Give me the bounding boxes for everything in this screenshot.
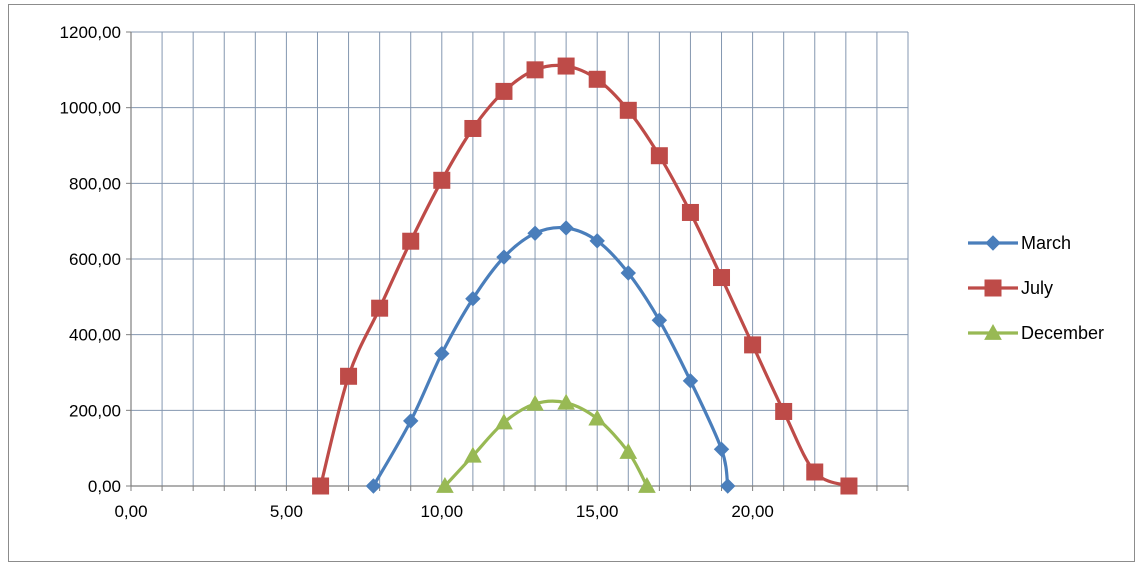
data-point-july: [650, 147, 668, 165]
data-point-july: [588, 70, 606, 88]
data-point-july: [806, 463, 824, 481]
y-tick-label: 200,00: [69, 401, 121, 420]
data-point-march: [496, 249, 512, 265]
data-point-march: [527, 225, 543, 241]
data-point-july: [371, 299, 389, 317]
data-point-march: [365, 478, 382, 494]
data-point-july: [840, 477, 858, 495]
series-line-july: [318, 63, 851, 488]
data-point-july: [557, 57, 575, 75]
data-point-march: [558, 220, 574, 236]
legend-item-december: December: [968, 323, 1104, 343]
legend-label-july: July: [1021, 278, 1053, 298]
data-point-july: [402, 232, 420, 250]
x-tick-label: 0,00: [114, 502, 147, 521]
x-tick-label: 5,00: [270, 502, 303, 521]
y-tick-label: 1000,00: [60, 99, 121, 118]
legend-item-july: July: [968, 278, 1053, 298]
data-point-july: [526, 61, 544, 79]
x-tick-label: 10,00: [421, 502, 464, 521]
legend-marker-july: [984, 279, 1002, 297]
data-point-december: [495, 413, 513, 430]
series-march: [365, 220, 736, 494]
x-tick-label: 20,00: [731, 502, 774, 521]
series-december: [436, 393, 656, 493]
data-point-july: [775, 402, 793, 420]
data-point-march: [720, 478, 736, 494]
data-point-july: [312, 477, 330, 495]
chart-frame: [8, 4, 1135, 562]
data-point-december: [619, 442, 638, 459]
series-line-march: [371, 225, 730, 488]
data-point-march: [403, 413, 419, 429]
data-point-july: [495, 82, 513, 100]
data-point-july: [619, 101, 637, 119]
data-point-march: [713, 441, 730, 458]
y-tick-label: 800,00: [69, 174, 121, 193]
legend-marker-december: [984, 323, 1002, 340]
axes: 0,00 200,00 400,00 600,00 800,00 1000,00 1200,…: [60, 23, 909, 521]
plot-series: [312, 57, 858, 495]
data-point-december: [557, 393, 575, 410]
y-tick-label: 1200,00: [60, 23, 121, 42]
data-point-december: [588, 409, 607, 426]
legend-label-march: March: [1021, 233, 1071, 253]
data-point-december: [464, 446, 482, 463]
data-point-july: [681, 203, 699, 221]
data-point-march: [589, 233, 605, 249]
data-point-march: [434, 345, 450, 362]
data-point-march: [465, 291, 481, 307]
data-point-march: [682, 373, 699, 389]
legend-item-march: March: [968, 233, 1071, 253]
data-point-july: [433, 171, 451, 189]
series-line-december: [443, 399, 649, 488]
legend-marker-march: [985, 235, 1001, 251]
data-point-march: [620, 265, 636, 281]
legend-label-december: December: [1021, 323, 1104, 343]
y-tick-label: 400,00: [69, 326, 121, 345]
data-point-december: [638, 476, 656, 493]
data-point-july: [340, 367, 358, 385]
x-tick-label: 15,00: [576, 502, 619, 521]
y-tick-label: 0,00: [88, 477, 121, 496]
data-point-march: [651, 312, 668, 328]
legend: March July December: [968, 233, 1104, 343]
series-july: [312, 57, 858, 495]
data-point-december: [526, 394, 544, 411]
data-point-december: [436, 476, 454, 493]
y-tick-label: 600,00: [69, 250, 121, 269]
data-point-july: [464, 119, 482, 137]
data-point-july: [744, 336, 762, 354]
data-point-july: [713, 269, 731, 287]
